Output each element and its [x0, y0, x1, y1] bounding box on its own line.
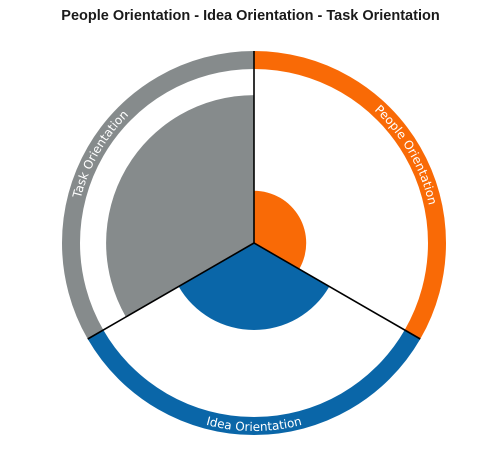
task-orientation-ring-segment	[61, 51, 254, 339]
idea-orientation-label: Idea Orientation	[205, 414, 303, 434]
task-orientation-value-wedge	[106, 95, 254, 317]
people-orientation-ring-segment	[254, 50, 447, 339]
value-wedge-group	[106, 95, 330, 330]
idea-orientation-ring-segment	[87, 330, 421, 436]
divider-group	[87, 51, 421, 340]
chart-title: People Orientation - Idea Orientation - …	[61, 8, 440, 24]
sector-divider-line	[87, 242, 255, 340]
people-orientation-value-wedge	[254, 190, 307, 270]
idea-orientation-value-wedge	[178, 243, 330, 330]
outer-ring-group	[61, 50, 447, 436]
idea-orientation-label-text: Idea Orientation	[205, 414, 303, 434]
sector-divider-line	[253, 242, 421, 340]
